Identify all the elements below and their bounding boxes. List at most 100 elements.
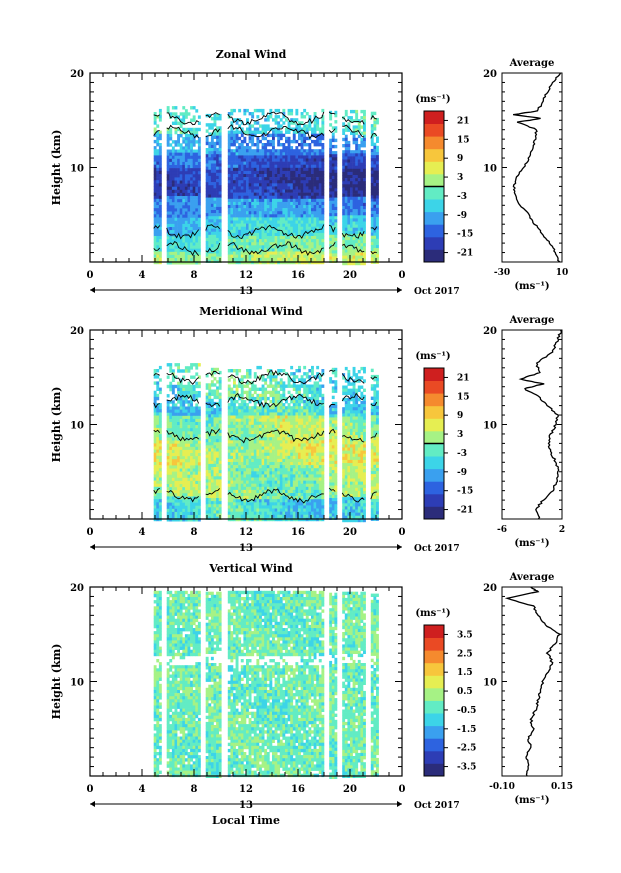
heatmap-cell: [218, 401, 222, 406]
heatmap-cell: [331, 247, 335, 251]
heatmap-cell: [171, 400, 175, 404]
heatmap-cell: [213, 163, 217, 167]
heatmap-cell: [192, 449, 196, 454]
heatmap-cell: [171, 189, 175, 194]
heatmap-cell: [352, 215, 356, 219]
heatmap-cell: [295, 161, 299, 165]
heatmap-cell: [282, 229, 286, 234]
heatmap-cell: [329, 206, 333, 211]
heatmap-cell: [279, 208, 283, 212]
heatmap-cell: [171, 220, 175, 225]
heatmap-cell: [187, 137, 191, 141]
heatmap-cell: [184, 236, 188, 240]
heatmap-cell: [233, 452, 236, 457]
heatmap-cell: [256, 223, 260, 227]
heatmap-cell: [246, 381, 249, 385]
heatmap-cell: [357, 181, 361, 185]
contour-line: [342, 124, 365, 138]
heatmap-cell: [253, 189, 257, 193]
heatmap-cell: [347, 162, 351, 166]
heatmap-cell: [246, 471, 249, 475]
heatmap-cell: [303, 136, 307, 141]
heatmap-cell: [347, 249, 351, 253]
heatmap-cell: [279, 201, 283, 206]
heatmap-cell: [318, 143, 322, 147]
heatmap-cell: [272, 211, 275, 215]
heatmap-cell: [158, 406, 162, 410]
heatmap-cell: [350, 162, 353, 166]
heatmap-cell: [227, 455, 231, 460]
heatmap-cell: [256, 164, 260, 169]
heatmap-cell: [208, 392, 212, 396]
heatmap-cell: [233, 251, 236, 255]
heatmap-cell: [210, 392, 214, 396]
heatmap-cell: [216, 154, 219, 158]
heatmap-cell: [357, 230, 361, 235]
heatmap-cell: [269, 186, 273, 190]
heatmap-cell: [174, 254, 178, 259]
heatmap-cell: [213, 457, 217, 462]
heatmap-cell: [208, 132, 212, 136]
heatmap-cell: [187, 496, 191, 500]
heatmap-cell: [300, 136, 304, 141]
heatmap-cell: [177, 134, 180, 138]
heatmap-cell: [269, 189, 273, 193]
heatmap-cell: [259, 183, 262, 187]
heatmap-cell: [269, 143, 273, 147]
heatmap-cell: [169, 518, 173, 522]
heatmap-cell: [357, 187, 361, 191]
heatmap-cell: [158, 483, 162, 488]
heatmap-cell: [166, 134, 170, 138]
heatmap-cell: [347, 258, 351, 263]
heatmap-cell: [169, 453, 173, 457]
heatmap-cell: [187, 236, 191, 240]
heatmap-cell: [274, 118, 278, 122]
heatmap-cell: [240, 146, 244, 150]
heatmap-cell: [192, 205, 196, 209]
heatmap-cell: [233, 192, 236, 196]
heatmap-cell: [197, 220, 201, 225]
heatmap-cell: [179, 400, 183, 404]
heatmap-cell: [246, 198, 249, 203]
heatmap-cell: [205, 405, 209, 409]
heatmap-cell: [227, 437, 231, 441]
heatmap-cell: [171, 214, 175, 218]
heatmap-cell: [187, 468, 191, 472]
heatmap-cell: [235, 232, 239, 237]
heatmap-cell: [363, 215, 366, 219]
heatmap-cell: [216, 470, 219, 474]
heatmap-cell: [187, 456, 191, 460]
heatmap-cell: [213, 383, 217, 387]
heatmap-cell: [313, 205, 317, 209]
heatmap-cell: [171, 437, 175, 441]
heatmap-cell: [295, 139, 299, 144]
heatmap-cell: [171, 518, 175, 522]
heatmap-cell: [240, 393, 244, 398]
heatmap-cell: [334, 206, 338, 211]
heatmap-cell: [177, 189, 180, 194]
heatmap-cell: [230, 412, 234, 416]
heatmap-cell: [192, 180, 196, 184]
heatmap-cell: [243, 471, 247, 475]
colorbar-segment: [424, 224, 444, 238]
heatmap-cell: [158, 440, 162, 444]
heatmap-cell: [216, 244, 219, 248]
heatmap-cell: [213, 231, 217, 236]
heatmap-cell: [331, 234, 335, 239]
heatmap-cell: [210, 163, 214, 167]
heatmap-cell: [171, 258, 175, 262]
heatmap-cell: [261, 208, 265, 212]
heatmap-cell: [235, 155, 239, 159]
heatmap-cell: [218, 377, 222, 381]
heatmap-cell: [298, 195, 301, 200]
heatmap-cell: [153, 139, 157, 144]
heatmap-cell: [256, 205, 260, 209]
heatmap-cell: [347, 116, 351, 120]
contour-line: [153, 114, 160, 117]
heatmap-cell: [313, 167, 317, 172]
heatmap-cell: [230, 390, 234, 395]
heatmap-cell: [259, 192, 262, 196]
heatmap-cell: [290, 248, 294, 252]
heatmap-cell: [355, 233, 359, 238]
heatmap-cell: [311, 186, 314, 190]
